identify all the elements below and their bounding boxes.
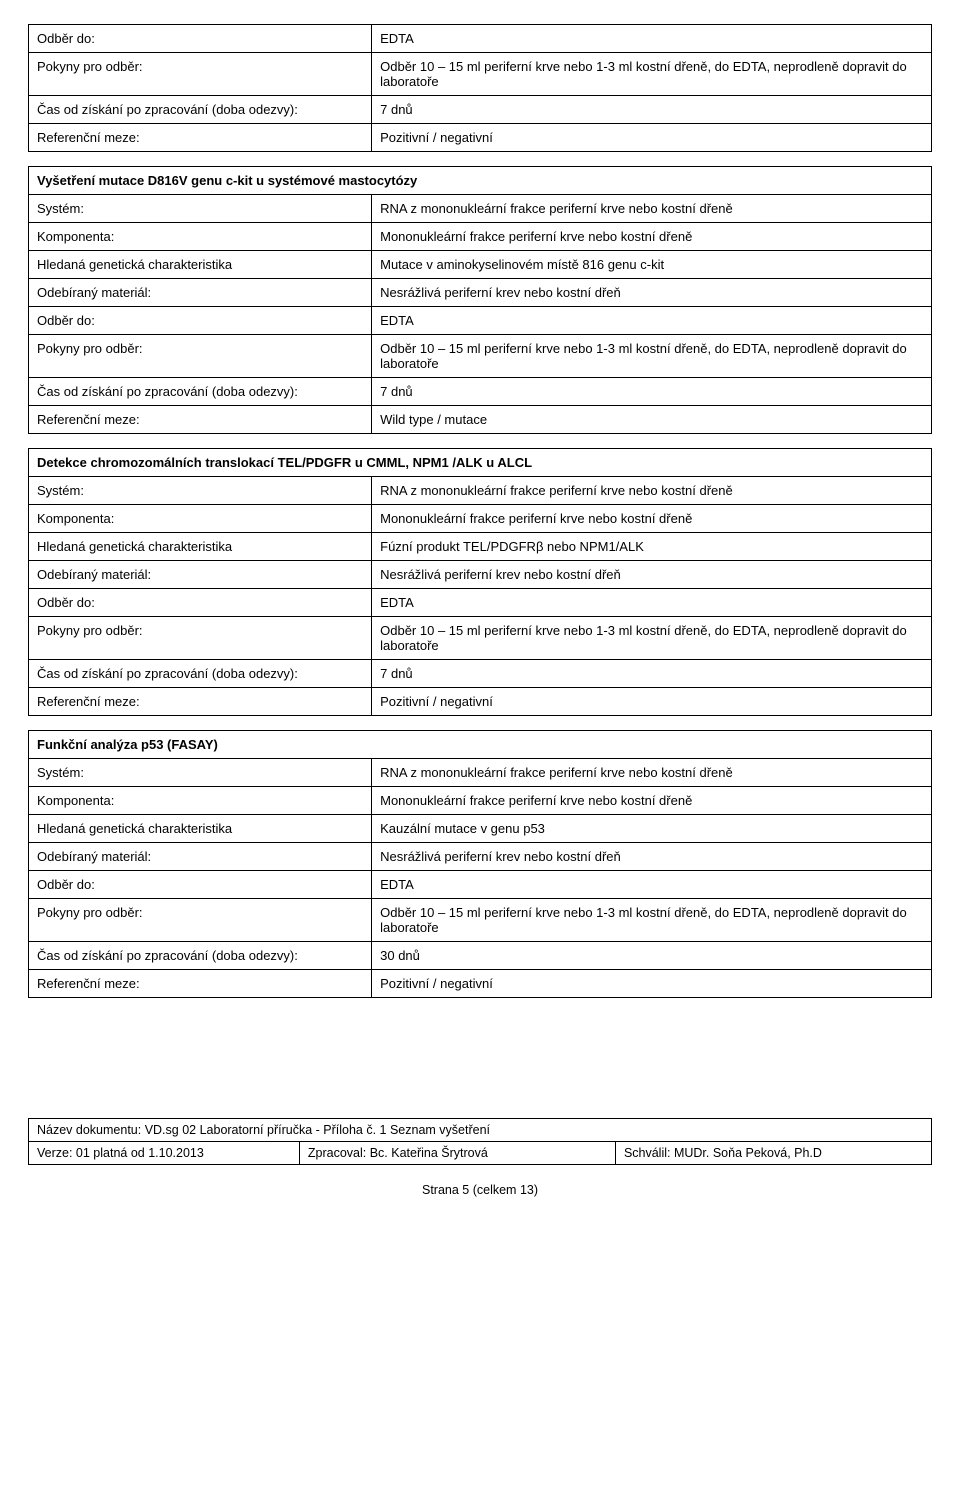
row-label: Odběr do: [29,589,372,617]
row-value: EDTA [372,25,932,53]
row-value: Nesrážlivá periferní krev nebo kostní dř… [372,561,932,589]
row-label: Referenční meze: [29,970,372,998]
row-label: Pokyny pro odběr: [29,53,372,96]
doc-name: Název dokumentu: VD.sg 02 Laboratorní př… [29,1119,932,1142]
row-label: Komponenta: [29,787,372,815]
row-label: Čas od získání po zpracování (doba odezv… [29,660,372,688]
doc-approved: Schválil: MUDr. Soňa Peková, Ph.D [615,1142,931,1165]
partial-block-top: Odběr do: EDTA Pokyny pro odběr: Odběr 1… [28,24,932,152]
row-label: Systém: [29,195,372,223]
row-value: Odběr 10 – 15 ml periferní krve nebo 1-3… [372,335,932,378]
row-label: Odebíraný materiál: [29,843,372,871]
row-value: 7 dnů [372,660,932,688]
row-value: Mutace v aminokyselinovém místě 816 genu… [372,251,932,279]
row-label: Komponenta: [29,505,372,533]
row-label: Čas od získání po zpracování (doba odezv… [29,96,372,124]
row-label: Odběr do: [29,307,372,335]
row-label: Odebíraný materiál: [29,279,372,307]
row-label: Odebíraný materiál: [29,561,372,589]
row-value: Pozitivní / negativní [372,124,932,152]
row-value: 7 dnů [372,378,932,406]
row-value: Wild type / mutace [372,406,932,434]
block-title: Funkční analýza p53 (FASAY) [29,731,932,759]
row-value: Fúzní produkt TEL/PDGFRβ nebo NPM1/ALK [372,533,932,561]
row-value: Nesrážlivá periferní krev nebo kostní dř… [372,843,932,871]
row-label: Čas od získání po zpracování (doba odezv… [29,942,372,970]
row-label: Systém: [29,477,372,505]
row-value: 30 dnů [372,942,932,970]
row-value: Kauzální mutace v genu p53 [372,815,932,843]
row-value: EDTA [372,871,932,899]
row-value: Odběr 10 – 15 ml periferní krve nebo 1-3… [372,53,932,96]
row-value: Mononukleární frakce periferní krve nebo… [372,787,932,815]
row-label: Pokyny pro odběr: [29,617,372,660]
row-value: Mononukleární frakce periferní krve nebo… [372,223,932,251]
row-label: Hledaná genetická charakteristika [29,533,372,561]
row-label: Pokyny pro odběr: [29,899,372,942]
row-label: Hledaná genetická charakteristika [29,251,372,279]
row-value: RNA z mononukleární frakce periferní krv… [372,477,932,505]
exam-block-p53: Funkční analýza p53 (FASAY) Systém:RNA z… [28,730,932,998]
row-value: RNA z mononukleární frakce periferní krv… [372,759,932,787]
row-value: EDTA [372,307,932,335]
row-label: Systém: [29,759,372,787]
row-label: Referenční meze: [29,406,372,434]
row-value: RNA z mononukleární frakce periferní krv… [372,195,932,223]
row-value: Odběr 10 – 15 ml periferní krve nebo 1-3… [372,617,932,660]
row-value: Nesrážlivá periferní krev nebo kostní dř… [372,279,932,307]
footer-table: Název dokumentu: VD.sg 02 Laboratorní př… [28,1118,932,1165]
footer: Název dokumentu: VD.sg 02 Laboratorní př… [28,1118,932,1197]
row-value: Pozitivní / negativní [372,688,932,716]
page-number: Strana 5 (celkem 13) [28,1183,932,1197]
row-value: 7 dnů [372,96,932,124]
row-label: Komponenta: [29,223,372,251]
row-value: Mononukleární frakce periferní krve nebo… [372,505,932,533]
row-label: Odběr do: [29,871,372,899]
row-label: Čas od získání po zpracování (doba odezv… [29,378,372,406]
row-value: EDTA [372,589,932,617]
doc-processed: Zpracoval: Bc. Kateřina Šrytrová [299,1142,615,1165]
row-value: Odběr 10 – 15 ml periferní krve nebo 1-3… [372,899,932,942]
block-title: Detekce chromozomálních translokací TEL/… [29,449,932,477]
row-label: Odběr do: [29,25,372,53]
row-value: Pozitivní / negativní [372,970,932,998]
block-title: Vyšetření mutace D816V genu c-kit u syst… [29,167,932,195]
exam-block-tel: Detekce chromozomálních translokací TEL/… [28,448,932,716]
doc-version: Verze: 01 platná od 1.10.2013 [29,1142,300,1165]
row-label: Referenční meze: [29,688,372,716]
row-label: Hledaná genetická charakteristika [29,815,372,843]
exam-block-d816v: Vyšetření mutace D816V genu c-kit u syst… [28,166,932,434]
row-label: Referenční meze: [29,124,372,152]
row-label: Pokyny pro odběr: [29,335,372,378]
